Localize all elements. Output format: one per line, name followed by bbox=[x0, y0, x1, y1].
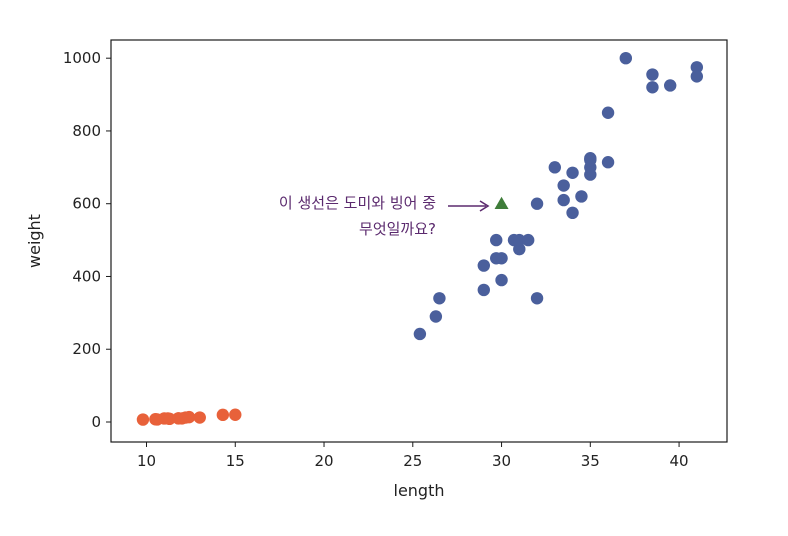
annotation-arrowhead bbox=[479, 200, 490, 212]
data-point bbox=[429, 310, 443, 323]
data-point bbox=[193, 411, 206, 424]
y-tick-label: 400 bbox=[72, 267, 101, 285]
x-tick-label: 25 bbox=[403, 452, 422, 470]
data-point bbox=[557, 193, 570, 207]
annotation: 이 생선은 도미와 빙어 중 무엇일까요? bbox=[279, 194, 490, 238]
y-axis-label: weight bbox=[25, 214, 44, 268]
x-tick-label: 15 bbox=[226, 452, 245, 470]
x-axis-label: length bbox=[394, 481, 445, 500]
data-point bbox=[646, 68, 659, 81]
data-point bbox=[646, 81, 659, 94]
data-point bbox=[530, 292, 544, 305]
data-point bbox=[530, 197, 544, 210]
x-tick-label: 20 bbox=[314, 452, 333, 470]
data-point bbox=[690, 70, 704, 83]
data-point bbox=[584, 153, 597, 167]
data-point bbox=[566, 166, 579, 179]
data-point bbox=[566, 206, 579, 220]
x-tick-label: 30 bbox=[492, 452, 511, 470]
y-tick-label: 200 bbox=[72, 340, 101, 358]
annotation-line-2: 무엇일까요? bbox=[359, 220, 436, 238]
data-point bbox=[216, 408, 230, 422]
data-point bbox=[575, 190, 588, 203]
x-tick-label: 35 bbox=[581, 452, 600, 470]
y-tick-label: 800 bbox=[72, 122, 101, 140]
data-point bbox=[413, 327, 427, 341]
annotation-line-1: 이 생선은 도미와 빙어 중 bbox=[279, 194, 436, 212]
data-point bbox=[182, 410, 196, 424]
data-point bbox=[477, 259, 490, 272]
y-tick-label: 0 bbox=[91, 413, 101, 431]
data-point bbox=[690, 61, 704, 74]
y-tick-label: 1000 bbox=[63, 49, 101, 67]
data-point bbox=[433, 292, 446, 305]
data-point bbox=[548, 161, 562, 174]
data-point bbox=[495, 273, 508, 287]
data-point bbox=[163, 412, 176, 426]
plot-area bbox=[110, 39, 728, 443]
data-point bbox=[229, 408, 242, 421]
data-point bbox=[521, 233, 535, 247]
data-point bbox=[490, 233, 503, 247]
data-point bbox=[136, 413, 150, 426]
data-point bbox=[601, 106, 615, 119]
data-points bbox=[136, 51, 704, 426]
y-tick-label: 600 bbox=[72, 195, 101, 213]
data-point bbox=[663, 79, 677, 92]
data-point bbox=[513, 233, 526, 247]
query-point bbox=[494, 196, 509, 209]
x-tick-label: 10 bbox=[137, 452, 156, 470]
data-point bbox=[601, 156, 615, 169]
x-tick-label: 40 bbox=[670, 452, 689, 470]
data-point bbox=[557, 179, 570, 192]
data-point bbox=[513, 242, 526, 256]
data-point bbox=[495, 252, 508, 265]
data-point bbox=[477, 283, 490, 297]
data-point bbox=[619, 51, 633, 65]
